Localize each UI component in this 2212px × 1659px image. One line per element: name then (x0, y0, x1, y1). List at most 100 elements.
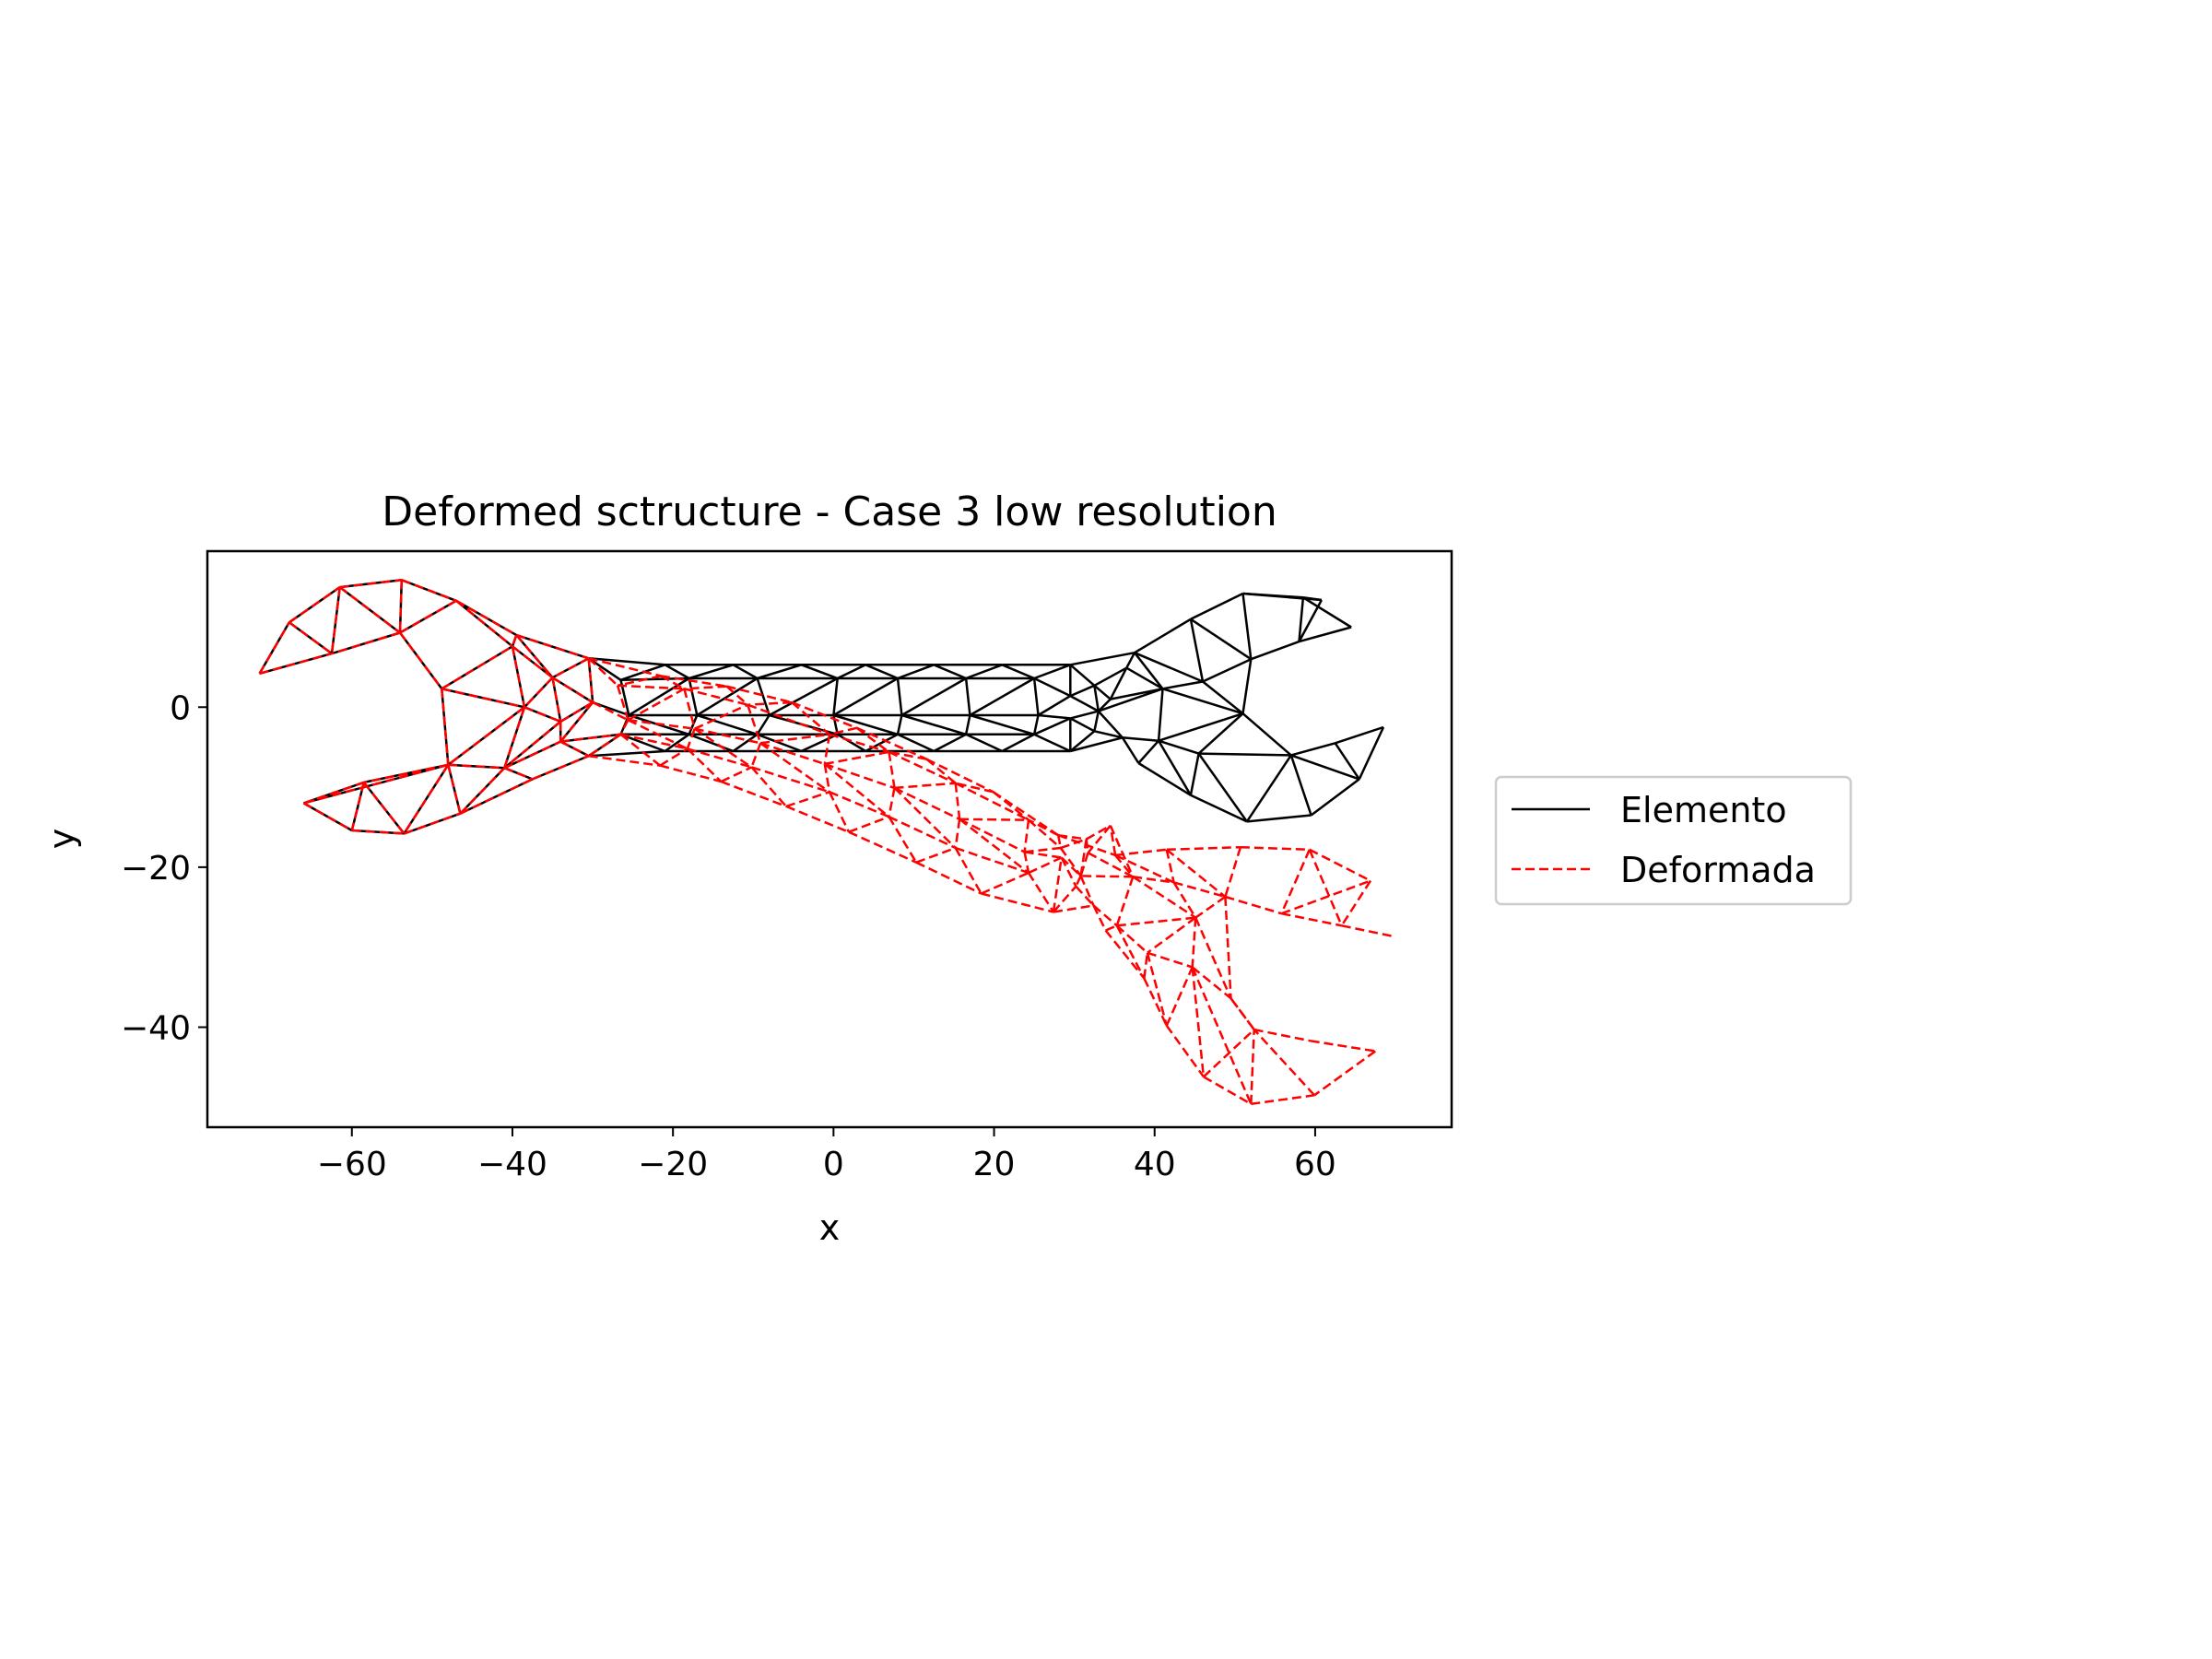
deformada-element-113 (503, 740, 561, 770)
deformada-element-129 (888, 816, 957, 850)
deformada-element-173 (720, 766, 753, 783)
deformada-element-41 (747, 700, 793, 706)
deformada-element-154 (1253, 1029, 1316, 1097)
deformada-element-5 (515, 633, 590, 660)
deformada-element-202 (1191, 966, 1253, 1105)
elemento-element-171 (757, 733, 802, 753)
x-tick-label: −20 (638, 1146, 708, 1183)
deformada-element-89 (824, 762, 895, 790)
deformada-element-67 (1224, 846, 1242, 898)
x-axis-label: x (819, 1207, 841, 1248)
deformada-element-147 (1191, 917, 1197, 968)
elemento-element-53 (1033, 664, 1071, 680)
elemento-element-27 (441, 645, 513, 690)
elemento-element-61 (1125, 666, 1164, 690)
elemento-element-191 (1189, 753, 1200, 796)
elemento-element-62 (1134, 652, 1164, 690)
elemento-element-166 (664, 733, 690, 753)
deformada-element-107 (441, 688, 450, 765)
elemento-element-195 (1246, 814, 1312, 823)
elemento-element-103 (1098, 688, 1163, 712)
y-axis-label: y (41, 829, 82, 850)
elemento-element-207 (1134, 652, 1204, 683)
x-tick-label: −40 (477, 1146, 547, 1183)
deformada-element-166 (559, 740, 590, 758)
deformada-element-77 (616, 685, 629, 721)
deformada-element-114 (559, 701, 594, 743)
deformada-element-22 (398, 580, 404, 633)
y-tick-label: −20 (121, 850, 191, 888)
deformada-element-110 (448, 763, 505, 770)
elemento-element-66 (1202, 658, 1252, 683)
deformada-element-54 (1028, 818, 1062, 849)
elemento-element-97 (1037, 695, 1071, 717)
deformada-element-155 (303, 763, 449, 805)
deformada-element-45 (829, 733, 889, 754)
deformada-element-161 (403, 812, 461, 835)
deformada-element-31 (551, 657, 590, 679)
deformada-element-140 (1075, 885, 1095, 907)
deformada-element-164 (503, 767, 534, 781)
elemento-element-67 (1241, 593, 1253, 660)
deformada-element-4 (455, 599, 517, 637)
deformada-element-2 (339, 579, 402, 589)
deformada-element-176 (785, 791, 830, 808)
deformada-element-17 (1309, 848, 1371, 882)
deformada-element-214 (1114, 853, 1175, 884)
elemento-element-47 (897, 664, 935, 680)
x-tick-label: 40 (1134, 1146, 1176, 1183)
elemento-element-63 (1162, 680, 1204, 690)
deformada-element-132 (955, 846, 1030, 875)
elemento-element-147 (1241, 712, 1292, 757)
elemento-element-57 (1069, 684, 1095, 698)
elemento-element-185 (1069, 730, 1096, 752)
deformada-element-3 (401, 579, 457, 602)
deformada-element-87 (823, 734, 831, 765)
deformada-element-78 (592, 700, 629, 722)
x-axis-ticks: −60 −40 −20 0 20 40 60 (317, 1127, 1336, 1183)
deformada-element-69 (1280, 849, 1311, 914)
deformada-element-64 (1165, 849, 1175, 883)
deformada-element-50 (955, 782, 994, 794)
deformada-element-108 (447, 706, 525, 766)
elemento-element-180 (965, 733, 1003, 753)
deformada-element-116 (619, 719, 629, 735)
deformada-element-122 (750, 742, 762, 768)
deformada-element-73 (524, 677, 554, 709)
deformada-element-20 (330, 586, 341, 654)
deformada-element-72 (511, 646, 526, 708)
deformada-element-30 (515, 634, 554, 679)
deformada-element-52 (992, 791, 1030, 821)
deformada-element-127 (824, 762, 890, 818)
deformada-element-211 (1308, 849, 1343, 926)
deformada-element-186 (981, 892, 1054, 913)
deformada-element-32 (587, 657, 618, 687)
deformada-element-151 (1253, 1028, 1311, 1042)
elemento-element-134 (1032, 714, 1040, 735)
elemento-element-81 (688, 677, 699, 716)
elemento-element-139 (1093, 711, 1100, 732)
chart-title: Deformed sctructure - Case 3 low resolut… (382, 488, 1277, 535)
elemento-element-188 (1137, 739, 1160, 764)
deformada-element-39 (684, 688, 748, 706)
deformada-element-11 (925, 758, 994, 794)
deformada-element-120 (687, 747, 752, 769)
deformada-element-80 (628, 718, 695, 730)
deformada-element-33 (551, 677, 594, 704)
elemento-element-64 (1189, 618, 1205, 682)
elemento-element-145 (1158, 739, 1199, 755)
x-tick-label: −60 (317, 1146, 387, 1183)
deformada-element-82 (694, 703, 748, 730)
deformada-element-37 (660, 675, 686, 690)
elemento-element-141 (1097, 710, 1124, 739)
elemento-element-144 (1158, 712, 1243, 742)
deformada-element-124 (759, 742, 830, 794)
deformada-element-142 (1092, 904, 1118, 927)
deformada-element-15 (1166, 845, 1241, 852)
elemento-element-40 (732, 664, 759, 680)
x-tick-label: 60 (1294, 1146, 1336, 1183)
elemento-element-137 (1069, 710, 1100, 720)
elemento-element-155 (403, 764, 450, 835)
elemento-element-13 (1070, 651, 1135, 666)
deformada-element-88 (824, 750, 889, 766)
